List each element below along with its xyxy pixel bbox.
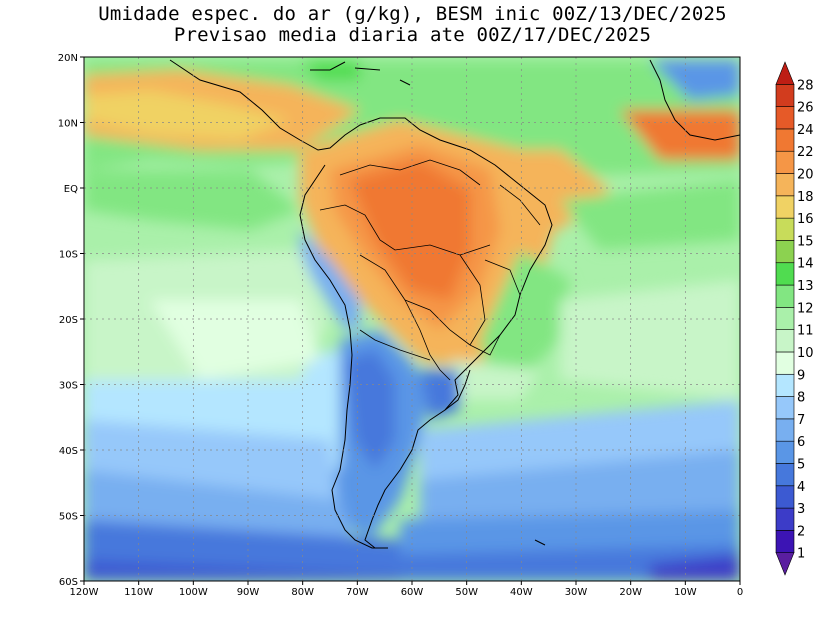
lat-tick-label: 10S — [59, 250, 78, 261]
colorbar-segment — [775, 530, 795, 553]
lat-tick-label: 20S — [59, 315, 78, 326]
lon-tick-label: 70W — [346, 587, 369, 598]
colorbar-label: 3 — [797, 502, 805, 517]
colorbar-segment — [775, 552, 795, 576]
map-title-line2: Previsao media diaria ate 00Z/17/DEC/202… — [173, 24, 652, 46]
lat-tick-label: 20N — [58, 53, 78, 64]
colorbar-segment — [775, 485, 795, 509]
colorbar-segment — [775, 284, 795, 308]
lon-tick-label: 80W — [291, 587, 314, 598]
colorbar-label: 13 — [797, 279, 814, 294]
latitude-axis: 20N 10N EQ 10S 20S 30S 40S 50S 60S — [58, 53, 84, 588]
graticule — [84, 57, 740, 581]
colorbar-label: 10 — [797, 346, 814, 361]
lat-tick-label: 10N — [58, 119, 78, 130]
colorbar-segment — [775, 418, 795, 442]
lon-tick-label: 10W — [674, 587, 697, 598]
lon-tick-label: 20W — [619, 587, 642, 598]
colorbar-label: 1 — [797, 547, 805, 562]
colorbar-label: 20 — [797, 168, 814, 183]
lat-tick-label: 40S — [59, 446, 78, 457]
colorbar-label: 28 — [797, 78, 814, 93]
colorbar-segment — [775, 463, 795, 487]
colorbar-segment — [775, 195, 795, 219]
colorbar-label: 7 — [797, 413, 805, 428]
lat-tick-label: 30S — [59, 381, 78, 392]
colorbar-label: 11 — [797, 324, 814, 339]
colorbar-segment — [775, 396, 795, 420]
colorbar-label: 12 — [797, 301, 814, 316]
colorbar-label: 15 — [797, 234, 814, 249]
lon-tick-label: 0 — [737, 587, 743, 598]
colorbar-segment — [775, 307, 795, 330]
lon-tick-label: 100W — [179, 587, 208, 598]
colorbar-segment — [775, 61, 795, 85]
lon-tick-label: 30W — [565, 587, 588, 598]
lon-tick-label: 120W — [70, 587, 99, 598]
colorbar-segment — [775, 106, 795, 130]
lon-tick-label: 40W — [510, 587, 533, 598]
colorbar-label: 14 — [797, 257, 814, 272]
colorbar-label: 8 — [797, 391, 805, 406]
colorbar-segment — [775, 128, 795, 152]
lat-tick-label: 60S — [59, 577, 78, 588]
colorbar-segment — [775, 351, 795, 375]
colorbar-segment — [775, 329, 795, 353]
colorbar-label: 5 — [797, 457, 805, 472]
lat-tick-label: EQ — [64, 184, 78, 195]
colorbar-label: 26 — [797, 101, 814, 116]
country-borders — [319, 159, 541, 381]
colorbar-label: 18 — [797, 190, 814, 205]
lon-tick-label: 60W — [401, 587, 424, 598]
colorbar-segment — [775, 173, 795, 197]
colorbar-label: 9 — [797, 368, 805, 383]
longitude-axis: 120W 110W 100W 90W 80W 70W 60W 50W 40W 30W 20W 10W 0 — [70, 581, 743, 598]
colorbar-segment — [775, 373, 795, 397]
colorbar-label: 2 — [797, 524, 805, 539]
lon-tick-label: 90W — [237, 587, 260, 598]
lon-tick-label: 110W — [124, 587, 153, 598]
lon-tick-label: 50W — [455, 587, 478, 598]
coastlines — [169, 59, 740, 549]
colorbar-label: 24 — [797, 123, 814, 138]
colorbar-segment — [775, 240, 795, 264]
colorbar-label: 6 — [797, 435, 805, 450]
colorbar-segment — [775, 507, 795, 531]
colorbar-segment — [775, 217, 795, 241]
lat-tick-label: 50S — [59, 512, 78, 523]
colorbar-segment — [775, 84, 795, 107]
colorbar-label: 22 — [797, 145, 814, 160]
humidity-field — [84, 57, 740, 581]
colorbar-segment — [775, 150, 795, 174]
colorbar-segment — [775, 440, 795, 464]
colorbar-label: 16 — [797, 212, 814, 227]
colorbar-label: 4 — [797, 480, 805, 495]
colorbar-segment — [775, 262, 795, 286]
map-title-line1: Umidade espec. do ar (g/kg), BESM inic 0… — [98, 3, 727, 25]
